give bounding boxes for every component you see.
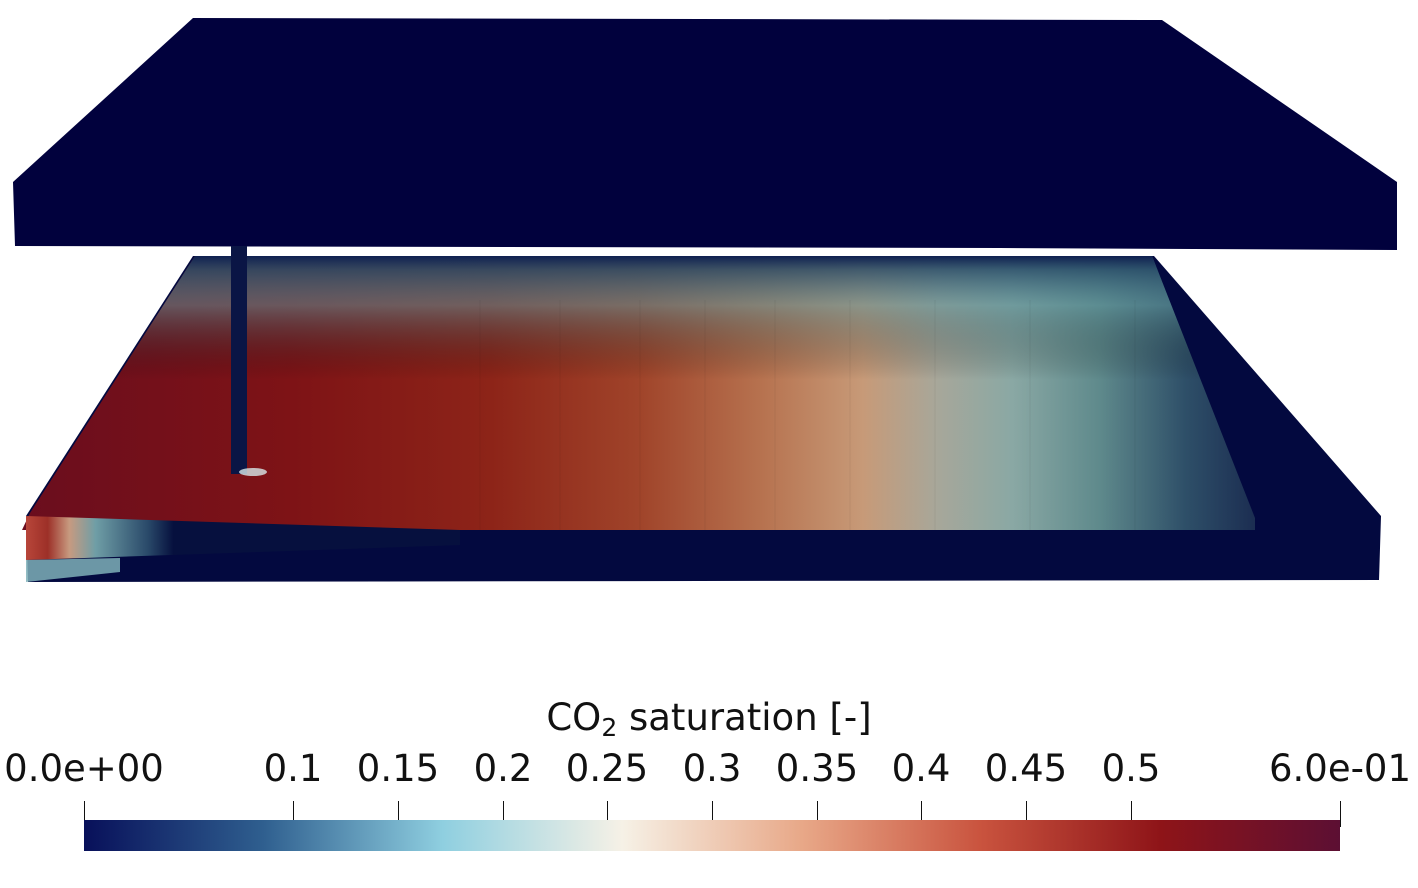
colorbar-tick-label: 0.15 bbox=[356, 747, 440, 790]
colorbar-tick-mark bbox=[1026, 801, 1027, 827]
colorbar-tick-label: 0.0e+00 bbox=[4, 747, 164, 790]
colorbar-tick-label: 0.5 bbox=[1101, 747, 1161, 790]
colorbar-tick-label: 0.1 bbox=[263, 747, 323, 790]
colorbar-tick-label: 0.45 bbox=[984, 747, 1068, 790]
colorbar-tick-label: 0.3 bbox=[682, 747, 742, 790]
colorbar-tick-mark bbox=[503, 801, 504, 827]
colorbar-tick-mark bbox=[398, 801, 399, 827]
colorbar-tick-label: 0.25 bbox=[565, 747, 649, 790]
colorbar-tick-label: 0.35 bbox=[775, 747, 859, 790]
colorbar-title: CO2 saturation [-] bbox=[546, 696, 872, 742]
colorbar-tick-mark bbox=[1131, 801, 1132, 827]
colorbar-tick-label: 6.0e-01 bbox=[1268, 747, 1412, 790]
colorbar-tick-mark bbox=[84, 801, 85, 827]
plume-lower-layer bbox=[26, 558, 120, 582]
plume-front-layer bbox=[26, 516, 460, 560]
colorbar-tick-mark bbox=[607, 801, 608, 827]
colorbar-tick-mark bbox=[921, 801, 922, 827]
colorbar-tick-mark bbox=[817, 801, 818, 827]
colorbar-gradient bbox=[84, 820, 1340, 851]
colorbar-tick-mark bbox=[1340, 801, 1341, 827]
colorbar-tick-label: 0.2 bbox=[473, 747, 533, 790]
injection-well bbox=[231, 246, 247, 474]
colorbar-tick-mark bbox=[712, 801, 713, 827]
well-bottom-marker bbox=[239, 468, 267, 476]
colorbar-tick-mark bbox=[293, 801, 294, 827]
caprock-top-face bbox=[13, 18, 1397, 182]
co2-plume bbox=[22, 256, 1255, 530]
colorbar-tick-label: 0.4 bbox=[891, 747, 951, 790]
caprock-front-face bbox=[13, 182, 1397, 250]
